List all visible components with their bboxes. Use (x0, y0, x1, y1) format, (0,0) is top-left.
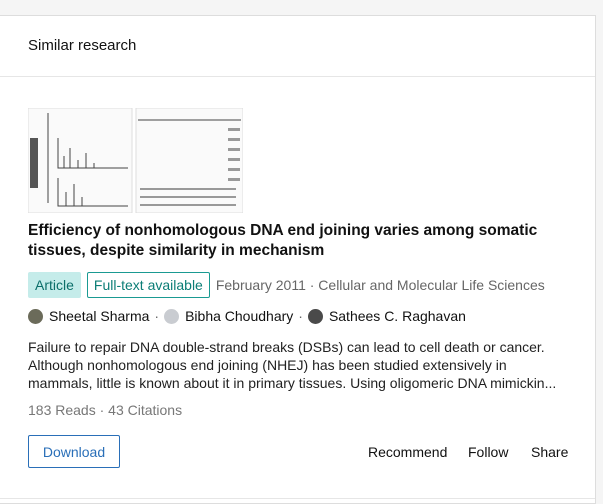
divider (0, 498, 595, 499)
author-separator: · (298, 308, 303, 324)
authors: Sheetal Sharma · Bibha Choudhary · Sathees C… (28, 308, 466, 324)
publication-meta: February 2011 · Cellular and Molecular L… (215, 277, 545, 293)
author-name[interactable]: Sheetal Sharma (49, 308, 150, 324)
fulltext-badge: Full-text available (86, 272, 210, 298)
paper-title[interactable]: Efficiency of nonhomologous DNA end join… (28, 222, 538, 259)
research-card: Similar research Efficiency of nonhomolo… (0, 15, 596, 504)
stats: 183 Reads · 43 Citations (28, 402, 183, 418)
author-name[interactable]: Sathees C. Raghavan (328, 308, 466, 324)
follow-button[interactable]: Follow (468, 444, 509, 460)
avatar (28, 308, 43, 324)
section-title: Similar research (28, 37, 137, 54)
type-badge: Article (28, 272, 81, 298)
badges: Article Full-text available February 201… (28, 272, 545, 298)
thumbnail[interactable] (28, 108, 243, 213)
share-button[interactable]: Share (531, 444, 569, 460)
recommend-button[interactable]: Recommend (368, 444, 448, 460)
author-name[interactable]: Bibha Choudhary (185, 308, 294, 324)
author-separator: · (154, 308, 160, 324)
avatar (307, 308, 323, 324)
divider (0, 76, 595, 77)
abstract: Failure to repair DNA double-strand brea… (28, 339, 557, 391)
avatar (164, 308, 180, 324)
download-button[interactable]: Download (28, 435, 120, 468)
